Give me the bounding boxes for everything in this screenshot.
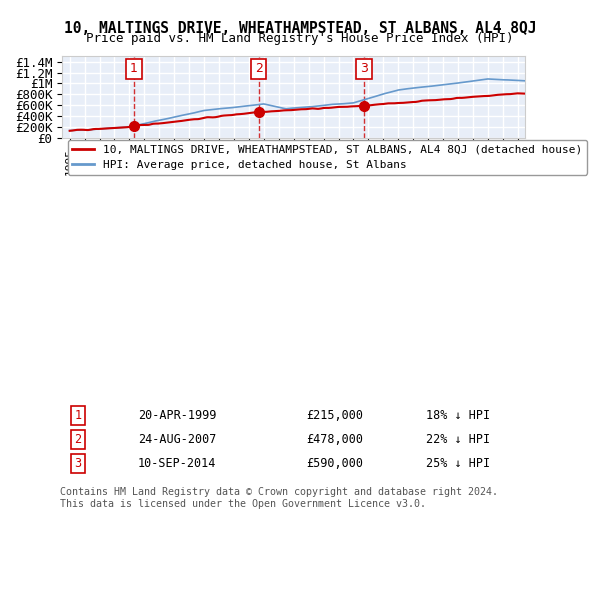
Text: 25% ↓ HPI: 25% ↓ HPI: [426, 457, 490, 470]
Text: 20-APR-1999: 20-APR-1999: [138, 409, 217, 422]
Text: 24-AUG-2007: 24-AUG-2007: [138, 433, 217, 446]
Text: 22% ↓ HPI: 22% ↓ HPI: [426, 433, 490, 446]
Legend: 10, MALTINGS DRIVE, WHEATHAMPSTEAD, ST ALBANS, AL4 8QJ (detached house), HPI: Av: 10, MALTINGS DRIVE, WHEATHAMPSTEAD, ST A…: [68, 140, 587, 175]
Text: 2: 2: [74, 433, 82, 446]
Text: 10-SEP-2014: 10-SEP-2014: [138, 457, 217, 470]
Text: £590,000: £590,000: [306, 457, 363, 470]
Text: 18% ↓ HPI: 18% ↓ HPI: [426, 409, 490, 422]
Text: 10, MALTINGS DRIVE, WHEATHAMPSTEAD, ST ALBANS, AL4 8QJ: 10, MALTINGS DRIVE, WHEATHAMPSTEAD, ST A…: [64, 21, 536, 35]
Text: This data is licensed under the Open Government Licence v3.0.: This data is licensed under the Open Gov…: [60, 499, 426, 509]
Text: 3: 3: [360, 63, 368, 76]
Text: 3: 3: [74, 457, 82, 470]
Text: Price paid vs. HM Land Registry's House Price Index (HPI): Price paid vs. HM Land Registry's House …: [86, 32, 514, 45]
Text: 2: 2: [254, 63, 263, 76]
Text: Contains HM Land Registry data © Crown copyright and database right 2024.: Contains HM Land Registry data © Crown c…: [60, 487, 498, 497]
Text: 1: 1: [74, 409, 82, 422]
Text: 1: 1: [130, 63, 138, 76]
Text: £478,000: £478,000: [306, 433, 363, 446]
Text: £215,000: £215,000: [306, 409, 363, 422]
